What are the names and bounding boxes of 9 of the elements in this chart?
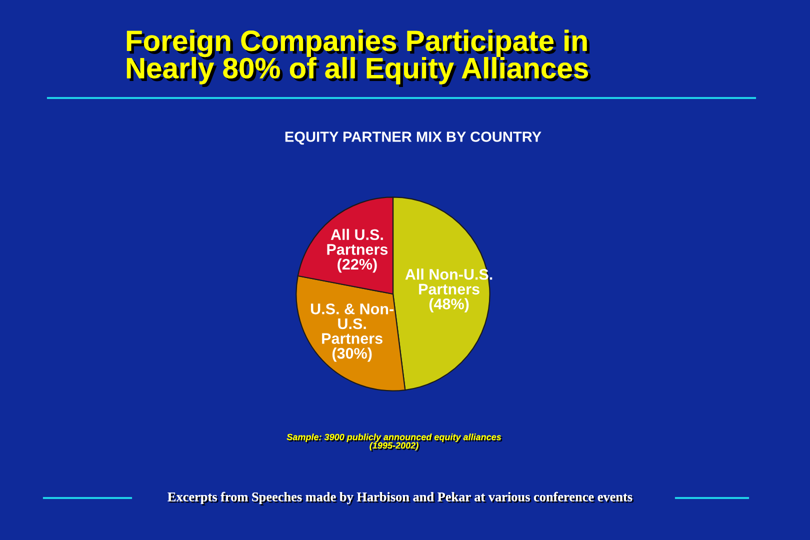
data-label: (22%)	[338, 258, 377, 273]
data-label: (30%)	[332, 348, 372, 362]
slice-label: U.S. & Non- U.S. Partners	[310, 304, 394, 344]
data-label: (48%)	[429, 298, 469, 312]
chart-title: Foreign Companies Participate in Nearly 80% of all Equity Alliances	[126, 30, 591, 88]
chart-subtitle: EQUITY PARTNER MIX BY COUNTRY	[285, 132, 542, 145]
text: Sample: 3900 publicly announced equity alliances (1995-2002)	[286, 434, 502, 452]
text: Excerpts from Speeches made by Harbison and Pekar at various conference events	[168, 492, 634, 506]
slice-label: All U.S. Partners	[327, 228, 388, 255]
